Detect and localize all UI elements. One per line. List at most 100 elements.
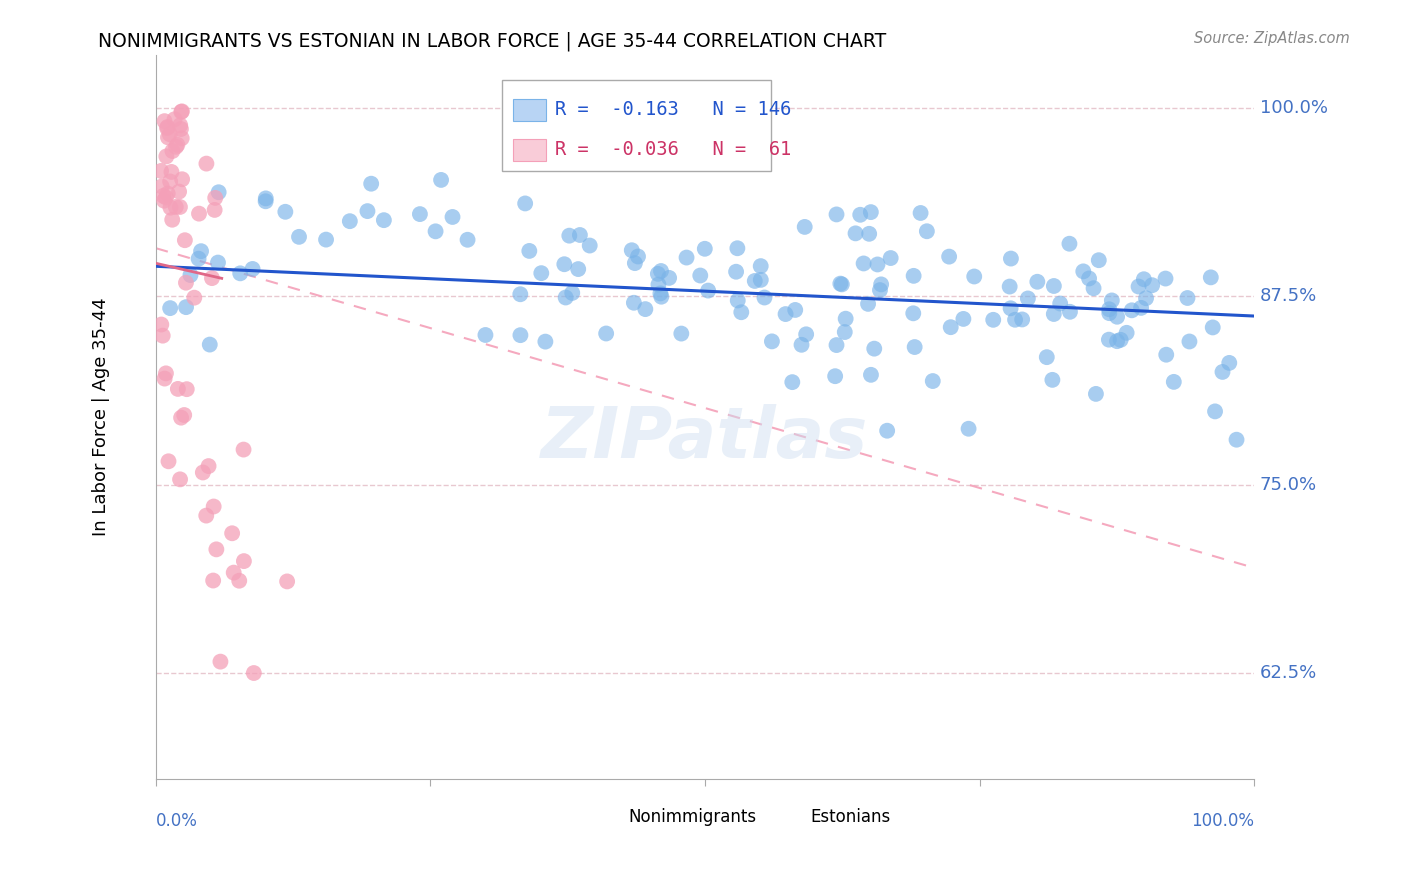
Point <box>869 283 891 297</box>
Point <box>1133 272 1156 286</box>
Text: Source: ZipAtlas.com: Source: ZipAtlas.com <box>1194 31 1350 46</box>
Point <box>785 302 807 317</box>
Point <box>155 367 177 381</box>
Point <box>170 122 193 136</box>
Point <box>725 265 748 279</box>
FancyBboxPatch shape <box>502 80 770 171</box>
Point <box>232 442 254 457</box>
Point <box>938 250 960 264</box>
Point <box>859 205 882 219</box>
Point <box>441 210 464 224</box>
Point <box>671 326 693 341</box>
Point <box>1154 348 1177 362</box>
Point <box>205 542 228 557</box>
Point <box>197 459 219 474</box>
Point <box>782 375 804 389</box>
Point <box>150 179 173 194</box>
Point <box>155 190 177 204</box>
Point <box>204 191 226 205</box>
Point <box>749 259 772 273</box>
Point <box>1026 275 1049 289</box>
Bar <box>513 139 546 161</box>
Point <box>156 121 179 136</box>
Point <box>1084 387 1107 401</box>
Point <box>1098 302 1121 317</box>
Text: 0.0%: 0.0% <box>156 812 198 830</box>
Point <box>153 114 176 128</box>
Point <box>1130 301 1153 315</box>
Point <box>188 207 211 221</box>
Point <box>242 262 264 277</box>
Point <box>207 255 229 269</box>
Point <box>1098 306 1121 320</box>
Point <box>1000 252 1022 266</box>
Text: R =  -0.163   N = 146: R = -0.163 N = 146 <box>554 100 790 119</box>
Text: 87.5%: 87.5% <box>1260 287 1317 305</box>
Point <box>650 286 672 301</box>
Text: 75.0%: 75.0% <box>1260 476 1317 494</box>
Point <box>232 554 254 568</box>
Point <box>170 104 193 119</box>
Point <box>963 269 986 284</box>
Point <box>153 371 176 385</box>
Point <box>222 566 245 580</box>
Point <box>981 313 1004 327</box>
Point <box>155 149 177 163</box>
Point <box>876 424 898 438</box>
Point <box>156 130 179 145</box>
Point <box>162 144 184 158</box>
Point <box>159 201 181 215</box>
Point <box>243 666 266 681</box>
Point <box>1178 334 1201 349</box>
Point <box>1128 279 1150 293</box>
Point <box>202 500 225 514</box>
Point <box>457 233 479 247</box>
Bar <box>762 808 804 826</box>
Point <box>624 256 647 270</box>
Point <box>195 508 218 523</box>
Point <box>517 244 540 258</box>
Point <box>903 268 925 283</box>
Point <box>1083 281 1105 295</box>
Point <box>794 327 817 342</box>
Point <box>620 244 643 258</box>
Point <box>156 120 179 134</box>
Text: R =  -0.036   N =  61: R = -0.036 N = 61 <box>554 140 790 159</box>
Point <box>825 207 848 221</box>
Point <box>849 208 872 222</box>
Point <box>170 410 193 425</box>
Point <box>169 472 191 486</box>
Text: Nonimmigrants: Nonimmigrants <box>628 807 756 826</box>
Point <box>904 340 927 354</box>
Point <box>870 277 893 292</box>
Point <box>208 186 231 200</box>
Point <box>229 266 252 280</box>
Point <box>167 185 190 199</box>
Text: 100.0%: 100.0% <box>1191 812 1254 830</box>
Point <box>879 251 901 265</box>
Point <box>744 274 766 288</box>
Point <box>1043 307 1066 321</box>
Point <box>179 268 201 282</box>
Point <box>163 112 186 127</box>
Text: 62.5%: 62.5% <box>1260 665 1317 682</box>
Point <box>1154 271 1177 285</box>
Text: NONIMMIGRANTS VS ESTONIAN IN LABOR FORCE | AGE 35-44 CORRELATION CHART: NONIMMIGRANTS VS ESTONIAN IN LABOR FORCE… <box>98 31 887 51</box>
Point <box>425 224 447 238</box>
Point <box>228 574 250 588</box>
Point <box>1115 326 1137 340</box>
Point <box>1088 253 1111 268</box>
Point <box>409 207 432 221</box>
Point <box>650 290 672 304</box>
Point <box>903 306 925 320</box>
Point <box>754 291 776 305</box>
Point <box>170 104 193 119</box>
Point <box>1107 310 1129 324</box>
Point <box>1004 312 1026 326</box>
Point <box>697 284 720 298</box>
Point <box>1199 270 1222 285</box>
Point <box>859 368 882 382</box>
Point <box>201 271 224 285</box>
Point <box>824 369 846 384</box>
Point <box>568 227 591 242</box>
